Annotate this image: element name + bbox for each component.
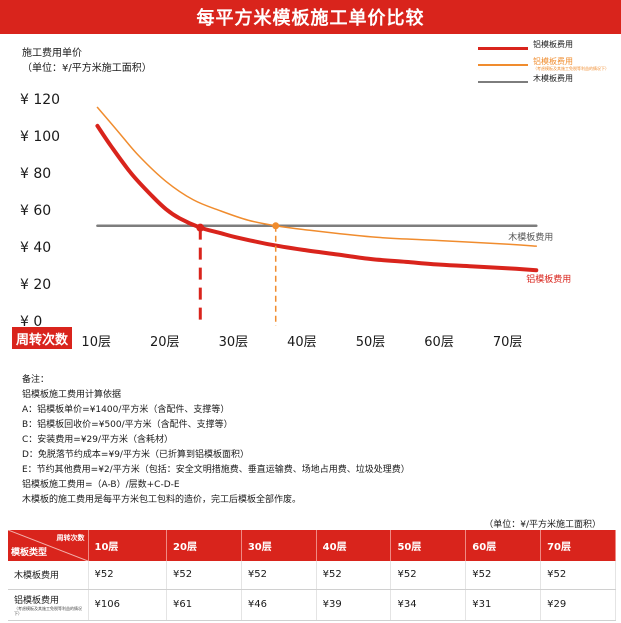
table-cell: ¥52 bbox=[540, 561, 616, 590]
table-cell: ¥52 bbox=[88, 561, 168, 590]
line-label-aluminum: 铝模板费用 bbox=[526, 275, 572, 286]
table-cell: ¥106 bbox=[88, 589, 168, 621]
y-axis-title-line2: （单位：¥/平方米施工面积） bbox=[22, 63, 152, 74]
table-cell: ¥52 bbox=[465, 561, 542, 590]
notes-line: A：铝模板单价=¥1400/平方米（含配件、支撑等） bbox=[22, 405, 230, 415]
table-cell: ¥52 bbox=[316, 561, 392, 590]
breakeven-marker-aluminum_notax bbox=[272, 222, 280, 230]
notes-line: C：安装费用=¥29/平方米（含耗材） bbox=[22, 435, 174, 445]
series-line-aluminum_notax bbox=[96, 106, 538, 247]
notes-line: E：节约其他费用=¥2/平方米（包括：安全文明措施费、垂直运输费、场地占用费、垃… bbox=[22, 465, 410, 475]
table-column-header: 40层 bbox=[316, 530, 392, 561]
notes-line: 铝模板施工费用=（A-B）/层数+C-D-E bbox=[22, 480, 180, 490]
row-header-wood: 木模板费用 bbox=[8, 561, 89, 590]
series-line-aluminum bbox=[95, 123, 539, 273]
table-cell: ¥52 bbox=[241, 561, 317, 590]
y-tick-label: ¥ 120 bbox=[20, 92, 61, 108]
legend-label-aluminum-notax: 铝模板费用 bbox=[533, 57, 573, 66]
table-column-header: 20层 bbox=[166, 530, 242, 561]
row-header-aluminum: 铝模板费用 （考虑模板及其施工免税等利益的情况下） bbox=[8, 589, 89, 621]
notes-line: 铝模板施工费用计算依据 bbox=[22, 390, 122, 400]
row-header-label: 铝模板费用 bbox=[14, 596, 60, 606]
x-tick-label: 20层 bbox=[150, 335, 180, 350]
line-chart bbox=[95, 106, 539, 326]
table-row-aluminum: 铝模板费用 （考虑模板及其施工免税等利益的情况下） ¥106 ¥61 ¥46 ¥… bbox=[8, 589, 616, 621]
notes-line: D：免脱落节约成本=¥9/平方米（已折算到铝模板面积） bbox=[22, 450, 249, 460]
notes-line: 木模板的施工费用是每平方米包工包料的造价，完工后模板全部作废。 bbox=[22, 495, 302, 505]
corner-label-formwork-type: 模板类型 bbox=[11, 548, 48, 558]
y-tick-label: ¥ 60 bbox=[20, 203, 52, 219]
corner-diagonal-divider bbox=[8, 530, 88, 561]
y-tick-label: ¥ 40 bbox=[20, 240, 52, 256]
table-column-header: 50层 bbox=[390, 530, 467, 561]
table-cell: ¥29 bbox=[540, 589, 616, 621]
table-cell: ¥52 bbox=[390, 561, 467, 590]
notes-section: 备注： 铝模板施工费用计算依据 A：铝模板单价=¥1400/平方米（含配件、支撑… bbox=[22, 373, 410, 508]
table-cell: ¥34 bbox=[390, 589, 467, 621]
table-unit-note: （单位：¥/平方米施工面积） bbox=[484, 520, 601, 530]
table-cell: ¥61 bbox=[166, 589, 242, 621]
chart-legend: 铝模板费用 铝模板费用 （考虑模板及其施工免税等利益的情况下） 木模板费用 bbox=[478, 40, 618, 91]
line-label-wood: 木模板费用 bbox=[508, 232, 554, 243]
x-axis-label: 周转次数 bbox=[12, 327, 72, 349]
legend-swatch-wood bbox=[478, 81, 528, 83]
legend-sublabel-aluminum-notax: （考虑模板及其施工免税等利益的情况下） bbox=[533, 66, 609, 71]
corner-label-turnover: 周转次数 bbox=[56, 534, 85, 542]
table-cell: ¥52 bbox=[166, 561, 242, 590]
notes-line: B：铝模板回收价=¥500/平方米（含配件、支撑等） bbox=[22, 420, 233, 430]
table-cell: ¥31 bbox=[465, 589, 542, 621]
x-tick-label: 60层 bbox=[424, 335, 454, 350]
table-column-header: 10层 bbox=[88, 530, 168, 561]
x-tick-label: 10层 bbox=[81, 335, 111, 350]
page-title: 每平方米模板施工单价比较 bbox=[0, 0, 621, 34]
y-axis-title: 施工费用单价 （单位：¥/平方米施工面积） bbox=[22, 46, 152, 76]
notes-heading: 备注： bbox=[22, 375, 50, 385]
legend-label-wood: 木模板费用 bbox=[533, 74, 573, 83]
breakeven-marker-aluminum bbox=[196, 223, 205, 232]
legend-label-aluminum: 铝模板费用 bbox=[533, 40, 573, 49]
row-header-sublabel: （考虑模板及其施工免税等利益的情况下） bbox=[14, 606, 82, 616]
legend-item-wood: 木模板费用 bbox=[478, 74, 618, 91]
x-tick-label: 40层 bbox=[287, 335, 317, 350]
y-tick-label: ¥ 100 bbox=[20, 129, 61, 145]
x-tick-label: 30层 bbox=[218, 335, 249, 350]
table-cell: ¥39 bbox=[316, 589, 392, 621]
table-row-wood: 木模板费用 ¥52 ¥52 ¥52 ¥52 ¥52 ¥52 ¥52 bbox=[8, 561, 616, 590]
y-tick-label: ¥ 20 bbox=[20, 277, 52, 293]
y-tick-label: ¥ 80 bbox=[20, 166, 52, 182]
table-header-row: 周转次数 模板类型 10层 20层 30层 40层 50层 60层 70层 bbox=[8, 530, 616, 561]
x-tick-label: 50层 bbox=[355, 335, 386, 350]
legend-item-aluminum: 铝模板费用 bbox=[478, 40, 618, 57]
legend-item-aluminum-notax: 铝模板费用 （考虑模板及其施工免税等利益的情况下） bbox=[478, 57, 618, 74]
x-tick-label: 70层 bbox=[492, 335, 523, 350]
y-tick-label: ¥ 0 bbox=[20, 314, 43, 330]
table-column-header: 30层 bbox=[241, 530, 317, 561]
table-column-header: 70层 bbox=[540, 530, 616, 561]
table-corner-header: 周转次数 模板类型 bbox=[8, 530, 89, 561]
y-axis-title-line1: 施工费用单价 bbox=[22, 48, 82, 59]
table-cell: ¥46 bbox=[241, 589, 317, 621]
row-header-label: 木模板费用 bbox=[14, 571, 60, 582]
legend-swatch-aluminum-notax bbox=[478, 64, 528, 66]
legend-swatch-aluminum bbox=[478, 47, 528, 50]
table-column-header: 60层 bbox=[465, 530, 542, 561]
cost-table: 周转次数 模板类型 10层 20层 30层 40层 50层 60层 70层 木模… bbox=[8, 530, 616, 621]
